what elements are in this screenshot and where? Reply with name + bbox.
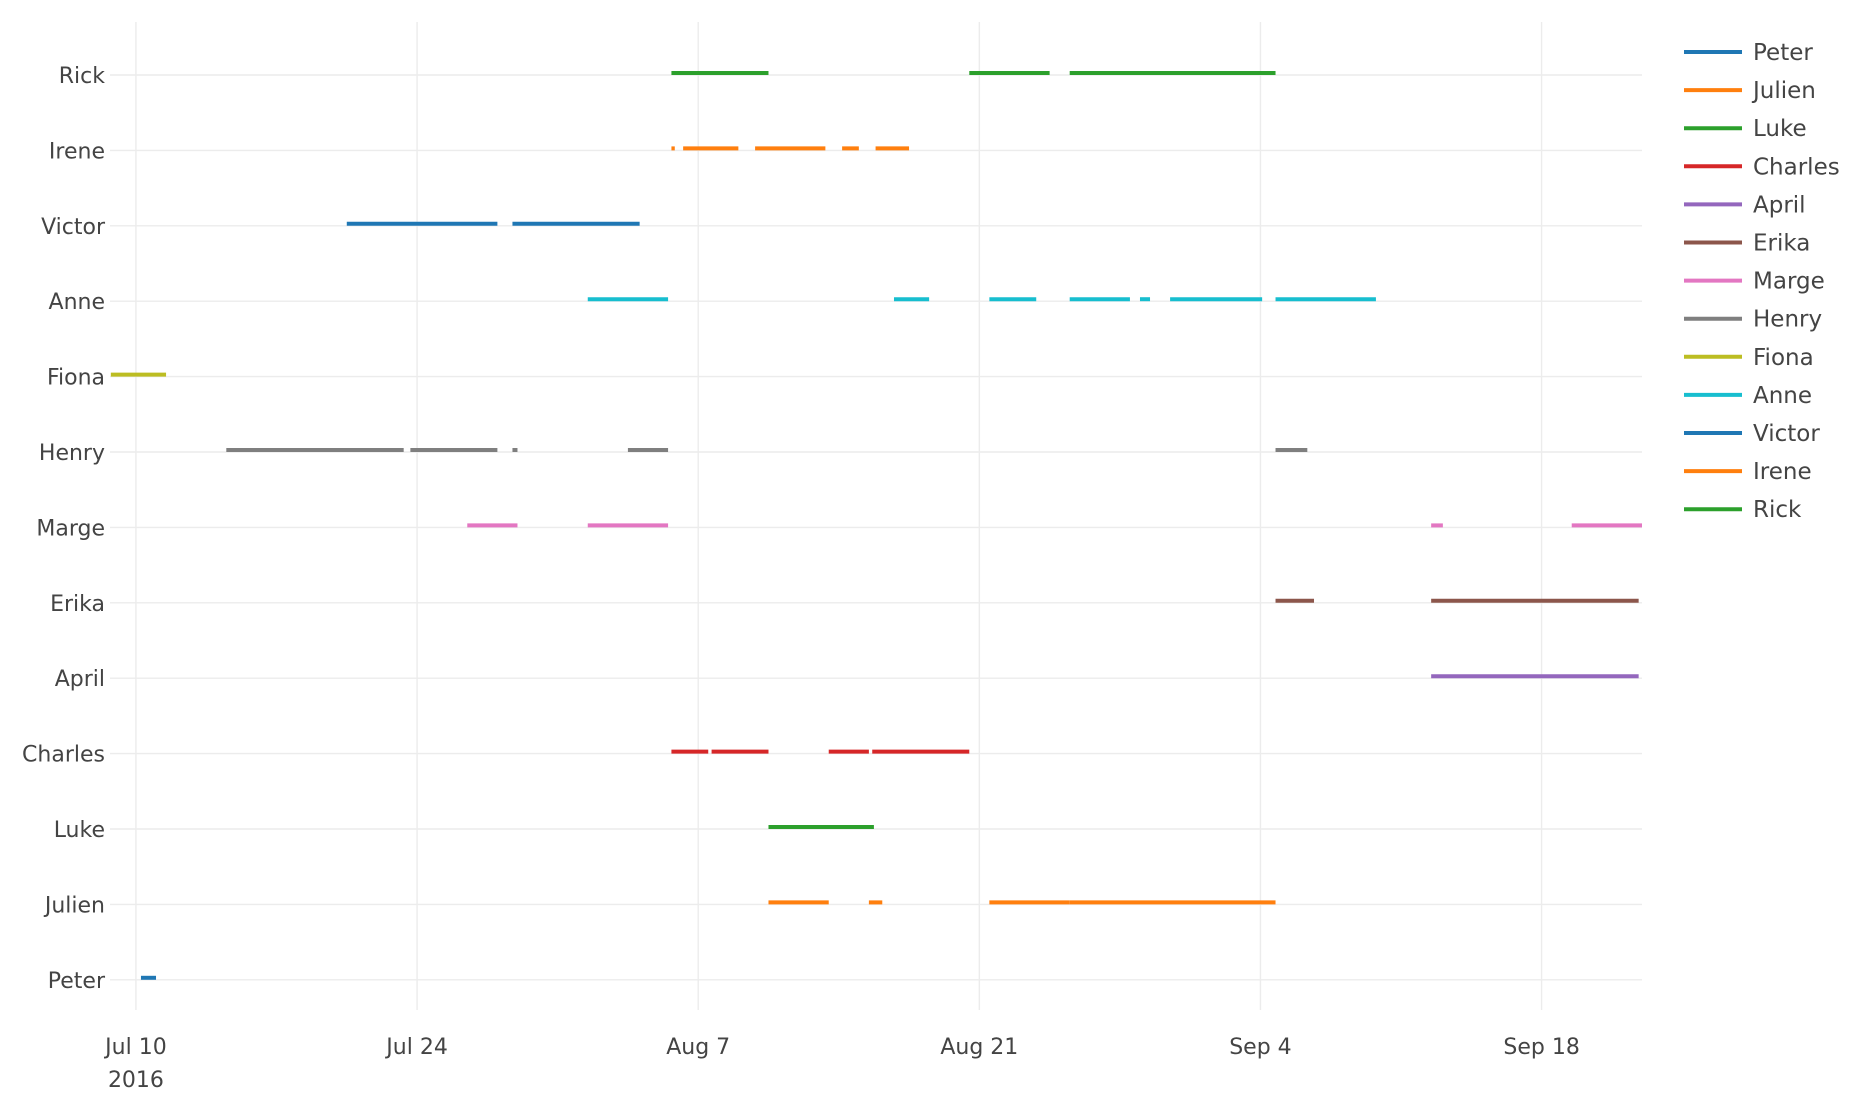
- legend-label-anne: Anne: [1753, 383, 1812, 409]
- legend-label-erika: Erika: [1753, 231, 1810, 257]
- y-tick-label-henry: Henry: [39, 441, 105, 466]
- legend-label-fiona: Fiona: [1753, 345, 1814, 371]
- legend-item-fiona[interactable]: Fiona: [1684, 345, 1814, 371]
- legend-item-marge[interactable]: Marge: [1684, 269, 1825, 295]
- data-layer: [110, 71, 1642, 980]
- legend-label-victor: Victor: [1753, 421, 1820, 447]
- legend-item-anne[interactable]: Anne: [1684, 383, 1812, 409]
- y-tick-label-irene: Irene: [49, 139, 105, 164]
- legend-item-erika[interactable]: Erika: [1684, 231, 1810, 257]
- y-tick-label-marge: Marge: [36, 516, 105, 541]
- legend-label-luke: Luke: [1753, 116, 1807, 142]
- x-tick-label-5: Sep 18: [1503, 1035, 1579, 1060]
- x-tick-label-1: Jul 24: [384, 1035, 448, 1060]
- y-tick-label-rick: Rick: [59, 64, 105, 89]
- axis-layer: Peter Julien Luke Charles April Erika Marge Hen…: [22, 64, 1580, 1093]
- y-tick-label-peter: Peter: [48, 969, 106, 994]
- legend-item-luke[interactable]: Luke: [1684, 116, 1807, 142]
- y-tick-label-victor: Victor: [41, 215, 106, 240]
- x-tick-label-4: Sep 4: [1229, 1035, 1291, 1060]
- x-tick-label-2: Aug 7: [666, 1035, 730, 1060]
- legend[interactable]: Peter Julien Luke Charles April Erika Marge Hen…: [1684, 40, 1840, 523]
- legend-item-irene[interactable]: Irene: [1684, 459, 1812, 485]
- legend-label-rick: Rick: [1753, 497, 1802, 523]
- legend-label-april: April: [1753, 192, 1806, 218]
- y-tick-label-luke: Luke: [54, 818, 105, 843]
- x-tick-label-3: Aug 21: [940, 1035, 1018, 1060]
- legend-item-victor[interactable]: Victor: [1684, 421, 1820, 447]
- legend-label-irene: Irene: [1753, 459, 1812, 485]
- grid-layer: [110, 22, 1642, 1010]
- y-tick-label-fiona: Fiona: [47, 366, 105, 391]
- y-tick-label-charles: Charles: [22, 743, 105, 768]
- y-tick-label-julien: Julien: [43, 893, 105, 918]
- y-tick-label-erika: Erika: [50, 592, 105, 617]
- x-tick-label-0: Jul 10: [103, 1035, 167, 1060]
- legend-item-peter[interactable]: Peter: [1684, 40, 1813, 66]
- y-tick-label-anne: Anne: [49, 290, 105, 315]
- legend-item-henry[interactable]: Henry: [1684, 307, 1822, 333]
- legend-label-peter: Peter: [1753, 40, 1813, 66]
- legend-item-charles[interactable]: Charles: [1684, 154, 1840, 180]
- x-tick-sublabel-0: 2016: [108, 1068, 164, 1093]
- legend-label-julien: Julien: [1751, 78, 1816, 104]
- legend-label-charles: Charles: [1753, 154, 1840, 180]
- legend-item-julien[interactable]: Julien: [1684, 78, 1816, 104]
- legend-label-henry: Henry: [1753, 307, 1822, 333]
- legend-label-marge: Marge: [1753, 269, 1825, 295]
- y-tick-label-april: April: [55, 667, 105, 692]
- legend-item-april[interactable]: April: [1684, 192, 1806, 218]
- legend-item-rick[interactable]: Rick: [1684, 497, 1802, 523]
